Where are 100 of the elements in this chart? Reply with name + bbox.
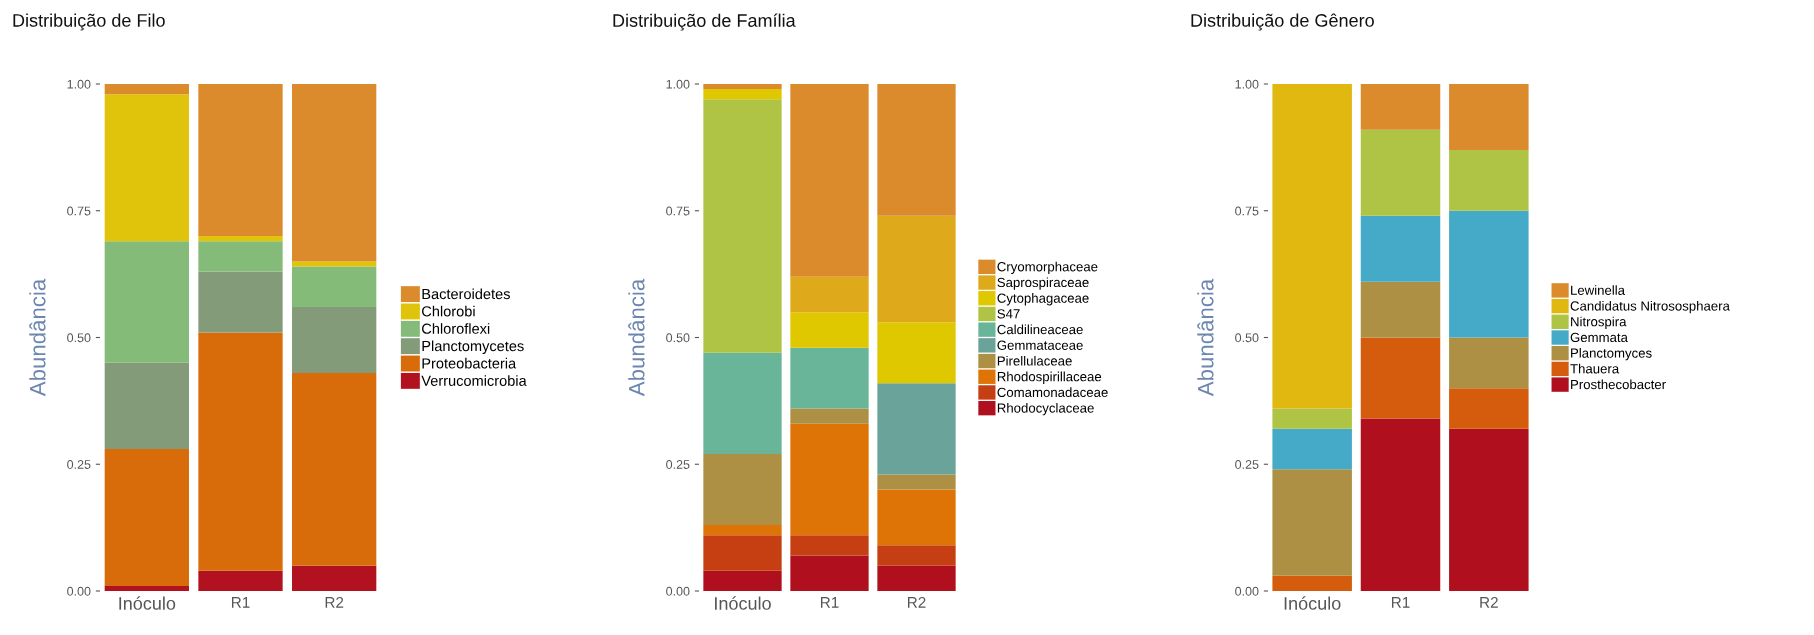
bar [198,271,283,333]
legend-label: Rhodospirillaceae [997,371,1102,384]
bar [877,489,956,546]
y-tick-label: 1.00 [1235,79,1259,89]
y-tick-label: 0.75 [67,206,91,216]
bar [104,241,189,363]
legend-label: Proteobacteria [422,357,517,369]
legend-label: Planctomyces [1571,348,1652,361]
bar [292,266,377,308]
y-axis-title: Abundância [29,278,46,397]
y-tick-label: 1.00 [67,79,91,89]
x-tick-label: R1 [1391,597,1410,608]
bar [1449,149,1529,211]
bar [703,570,782,591]
legend-label: Saprospiraceae [997,277,1089,290]
x-tick-label: R2 [907,596,926,608]
bar [292,565,377,591]
bar [877,84,956,216]
bar [877,474,956,490]
y-tick-label: 0.25 [67,460,91,469]
legend-label: Chlorobi [422,305,475,317]
bar [877,383,956,475]
legend-label: Planctomycetes [422,340,524,355]
bar [198,236,283,242]
y-tick-label: 0.50 [67,333,91,343]
bar [790,276,869,313]
x-tick-label: Inóculo [715,596,771,610]
x-tick-label: Inóculo [1284,596,1341,610]
bar [703,89,782,100]
bar [104,362,189,450]
legend-label: Pirellulaceae [997,355,1072,366]
legend-label: Nitrospira [1571,316,1627,329]
bar [198,241,283,272]
bar [703,84,782,90]
x-tick-label: Inóculo [119,596,176,610]
y-tick-label: 0.75 [666,206,690,216]
y-axis-title: Abundância [628,278,645,397]
bar [198,84,283,237]
bar [198,570,283,591]
legend-label: S47 [997,309,1020,319]
bar [1360,84,1441,130]
bar [703,352,782,455]
bar [1272,428,1352,470]
bar [703,525,782,536]
y-tick-label: 0.00 [666,586,690,596]
x-tick-label: R1 [231,597,250,608]
x-tick-label: R2 [1480,596,1498,608]
bar [104,585,189,591]
chart-title: Distribuição de Gênero [1191,13,1374,31]
bar [1449,428,1529,591]
bar [877,322,956,384]
bar [104,449,189,586]
x-tick-label: R2 [325,596,344,608]
x-tick-label: R1 [820,597,839,608]
legend-label: Lewinella [1571,285,1626,295]
bar [292,307,377,373]
bar [790,347,869,409]
y-tick-label: 0.50 [1235,333,1259,343]
bar [877,565,956,591]
bar [1360,129,1441,216]
chart-title: Distribuição de Família [613,13,796,31]
bar [790,555,869,591]
bar [790,423,869,536]
bar [1449,210,1529,338]
bar [292,372,377,566]
y-tick-label: 0.50 [666,333,690,343]
bar [1272,575,1352,591]
bar [790,535,869,556]
y-tick-label: 0.00 [1235,586,1259,596]
bar [198,332,283,571]
legend-label: Caldilineaceae [997,324,1083,335]
bar [1360,215,1441,282]
legend-label: Thauera [1570,363,1620,374]
bar [1449,388,1529,429]
legend-label: Comamonadaceae [997,387,1108,397]
bar [104,94,189,242]
y-tick-label: 1.00 [666,79,690,89]
legend-label: Candidatus Nitrososphaera [1570,300,1730,314]
y-axis-title: Abundância [1197,278,1214,397]
bar [790,312,869,348]
y-tick-label: 0.00 [67,586,91,596]
bar [790,408,869,424]
legend-label: Bacteroidetes [422,288,510,300]
legend-label: Chloroflexi [422,323,490,334]
bar [877,215,956,323]
bar [292,261,377,267]
legend-label: Cytophagaceae [997,293,1089,306]
bar [1449,337,1529,389]
legend-label: Prosthecobacter [1571,379,1666,390]
legend-label: Gemmata [1570,332,1628,343]
bar [703,99,782,353]
bar [1360,418,1441,591]
bar [1360,337,1441,419]
bar [104,84,189,95]
bar [1272,84,1352,409]
bar [877,545,956,566]
chart-title: Distribuição de Filo [13,13,165,31]
bar [1272,408,1352,429]
bar [703,454,782,526]
legend-label: Gemmataceae [997,340,1083,350]
